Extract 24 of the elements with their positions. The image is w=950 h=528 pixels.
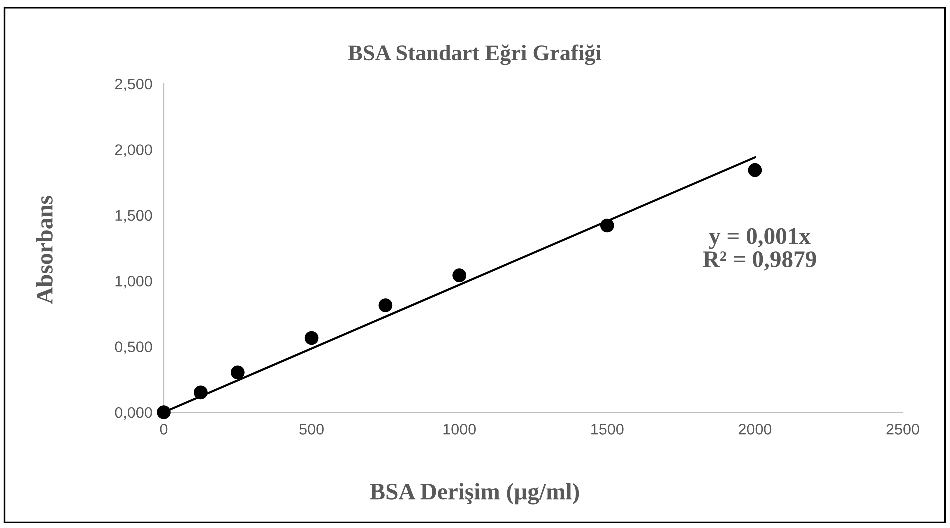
x-tick-label: 1500 (592, 424, 624, 435)
y-tick-label: 0,500 (115, 342, 152, 354)
y-axis-title: Absorbans (36, 196, 53, 304)
chart-title: BSA Standart Eğri Grafiği (348, 44, 602, 66)
x-tick-label: 1000 (444, 424, 476, 435)
point (304, 331, 319, 346)
x-tick-label: 2000 (738, 424, 772, 435)
x-tick-label: 2500 (886, 424, 920, 435)
y-tick-label: 2,500 (115, 78, 152, 92)
x-tick-label: 500 (300, 424, 324, 435)
y-tick-label: 1,000 (116, 276, 152, 289)
point (194, 386, 208, 400)
annotation: y = 0,001x R² = 0,9879 (703, 228, 816, 271)
point (748, 163, 762, 178)
y-tick-label: 1,500 (116, 210, 152, 223)
point (452, 268, 467, 282)
point (600, 218, 614, 233)
y-tick-label: 2,000 (115, 144, 152, 158)
x-tick-label: 0 (160, 424, 168, 435)
point (230, 366, 245, 380)
point (157, 406, 171, 420)
y-tick-label: 0,000 (115, 407, 152, 420)
x-axis-title: BSA Derişim (µg/ml) (370, 483, 580, 505)
point (378, 298, 393, 312)
